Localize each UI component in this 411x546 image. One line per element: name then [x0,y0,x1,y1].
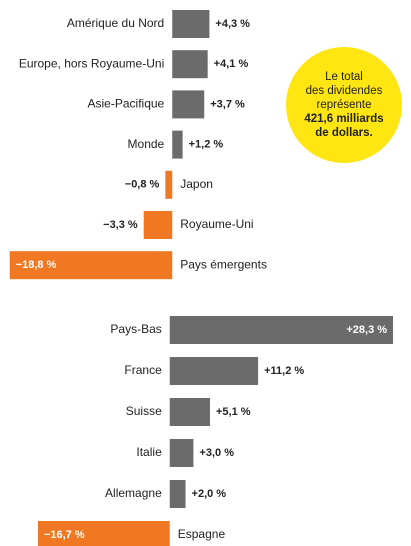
bar [172,50,208,79]
bar [169,439,194,467]
value-label: +11,2 % [264,365,304,377]
value-label: −0,8 % [125,179,160,191]
annotation: représente [317,99,372,111]
value-label: −18,8 % [16,259,57,271]
annotation: 421,6 milliards [304,113,383,125]
bar [172,130,183,159]
bar [169,316,394,344]
category-label: Pays émergents [180,257,267,271]
category-label: Allemagne [105,486,162,500]
value-label: +1,2 % [189,139,224,151]
bar [169,357,259,385]
value-label: +3,0 % [199,447,234,459]
bar [165,170,173,199]
category-label: Pays-Bas [110,322,161,336]
bar [169,480,186,508]
annotation: de dollars. [315,127,373,139]
value-label: +2,0 % [192,488,227,500]
bar [143,211,173,239]
value-label: +3,7 % [210,98,245,110]
category-label: Suisse [126,404,162,418]
value-label: +28,3 % [346,324,387,336]
category-label: France [124,363,162,377]
category-label: Europe, hors Royaume-Uni [19,56,164,70]
bar [9,251,173,280]
value-label: −3,3 % [103,219,138,231]
category-label: Italie [136,445,162,459]
category-label: Monde [128,137,165,151]
value-label: −16,7 % [44,529,85,541]
category-label: Espagne [178,527,226,541]
category-label: Amérique du Nord [67,16,164,30]
category-label: Asie-Pacifique [88,97,165,111]
value-label: +5,1 % [216,406,251,418]
annotation-bubble [286,47,402,163]
bar [172,10,210,38]
bar [169,398,210,426]
category-label: Royaume-Uni [180,217,253,231]
bar [37,521,170,546]
annotation: Le total [325,71,363,83]
value-label: +4,3 % [215,18,250,30]
value-label: +4,1 % [214,58,249,70]
annotation: des dividendes [306,85,383,97]
bar [172,90,205,119]
category-label: Japon [180,177,213,191]
